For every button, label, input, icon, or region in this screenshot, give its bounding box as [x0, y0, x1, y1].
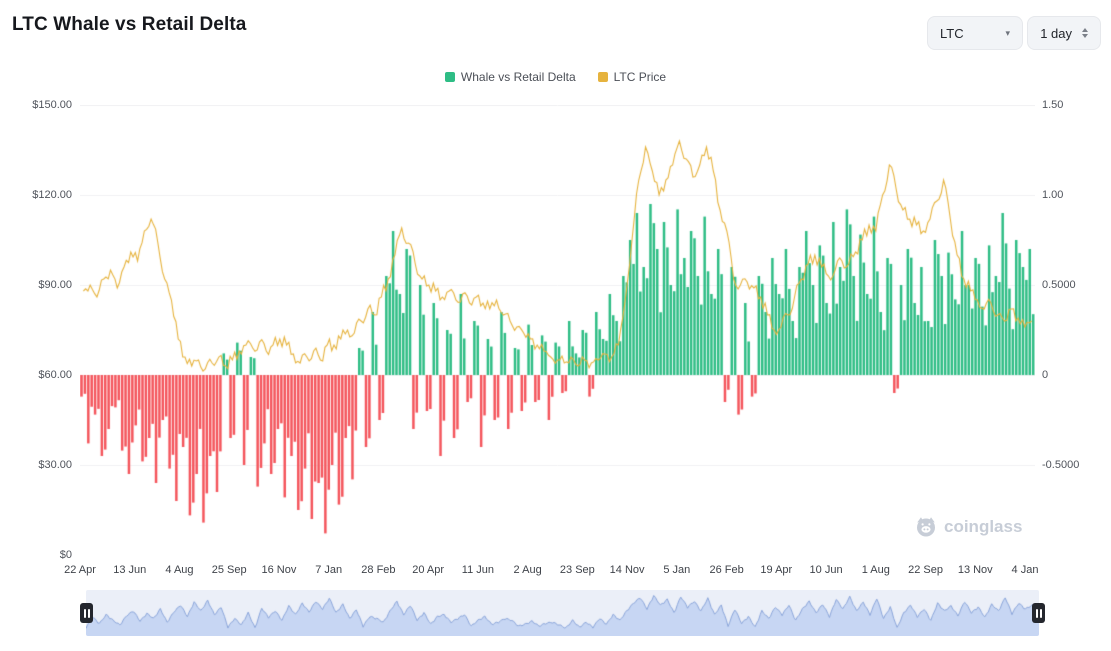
- x-axis-label: 22 Apr: [64, 564, 96, 576]
- y-axis-left-label: $0: [59, 549, 72, 561]
- y-axis-right-label: 0: [1042, 369, 1049, 381]
- y-axis-left-label: $30.00: [38, 459, 72, 471]
- x-axis-label: 7 Jan: [315, 564, 343, 576]
- x-axis-label: 26 Feb: [709, 564, 744, 576]
- page-title: LTC Whale vs Retail Delta: [12, 14, 247, 35]
- x-axis-label: 13 Nov: [957, 564, 993, 576]
- x-axis-label: 4 Aug: [165, 564, 194, 576]
- y-axis-right-label: -0.5000: [1042, 459, 1080, 471]
- x-axis-label: 16 Nov: [261, 564, 297, 576]
- legend-swatch-price: [597, 72, 608, 82]
- watermark-text: coinglass: [944, 517, 1023, 536]
- watermark: coinglass: [914, 516, 1022, 538]
- chevron-down-icon: ▾: [1005, 27, 1010, 38]
- legend-label-price: LTC Price: [613, 70, 667, 84]
- legend-item-price[interactable]: LTC Price: [597, 70, 667, 84]
- x-axis-label: 25 Sep: [211, 564, 247, 576]
- y-axis-left-label: $60.00: [38, 369, 72, 381]
- interval-select[interactable]: 1 day: [1027, 16, 1101, 50]
- y-axis-left-label: $120.00: [32, 189, 72, 201]
- x-axis-label: 5 Jan: [663, 564, 691, 576]
- navigator-handle-right[interactable]: [1032, 603, 1045, 623]
- x-axis-label: 23 Sep: [559, 564, 595, 576]
- x-axis-label: 22 Sep: [908, 564, 943, 576]
- interval-select-value: 1 day: [1040, 25, 1072, 41]
- navigator-handle-left[interactable]: [80, 603, 93, 623]
- x-axis-label: 28 Feb: [361, 564, 396, 576]
- x-axis-label: 4 Jan: [1011, 564, 1039, 576]
- x-axis-label: 2 Aug: [513, 564, 542, 576]
- x-axis-label: 20 Apr: [412, 564, 445, 576]
- chart-legend: Whale vs Retail Delta LTC Price: [0, 70, 1111, 84]
- updown-icon: [1082, 28, 1088, 38]
- x-axis-label: 13 Jun: [113, 564, 147, 576]
- x-axis-label: 11 Jun: [461, 564, 494, 576]
- legend-swatch-delta: [444, 72, 455, 82]
- y-axis-right-label: 1.00: [1042, 189, 1064, 201]
- x-axis-label: 10 Jun: [809, 564, 843, 576]
- y-axis-right-label: 0.5000: [1042, 279, 1076, 291]
- main-chart-canvas[interactable]: [80, 105, 1035, 555]
- legend-label-delta: Whale vs Retail Delta: [460, 70, 576, 84]
- y-axis-right-label: 1.50: [1042, 99, 1064, 111]
- x-axis-label: 14 Nov: [609, 564, 645, 576]
- x-axis-label: 1 Aug: [861, 564, 890, 576]
- symbol-select[interactable]: LTC ▾: [927, 16, 1023, 50]
- x-axis-label: 19 Apr: [760, 564, 793, 576]
- symbol-select-value: LTC: [940, 25, 964, 41]
- y-axis-left-label: $150.00: [32, 99, 72, 111]
- y-axis-left-label: $90.00: [38, 279, 72, 291]
- navigator-canvas[interactable]: [86, 590, 1039, 636]
- legend-item-delta[interactable]: Whale vs Retail Delta: [444, 70, 576, 84]
- coinglass-pig-icon: [917, 517, 935, 537]
